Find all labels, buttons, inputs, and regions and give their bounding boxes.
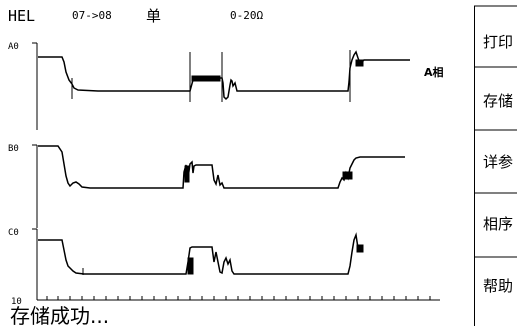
channel-c-trace (32, 228, 364, 300)
range-code: 07->08 (72, 9, 112, 22)
device-name: HEL (8, 7, 35, 25)
channel-b-trace (32, 144, 405, 228)
channel-b-label: B0 (8, 144, 19, 154)
channel-c-label: C0 (8, 228, 19, 238)
softkey-save-label: 存储 (483, 92, 513, 110)
softkey-panel (474, 5, 517, 326)
softkey-save-button[interactable]: 存储 (475, 68, 517, 130)
status-message: 存储成功... (10, 304, 109, 326)
waveform-panel (32, 42, 440, 301)
channel-a-trace (32, 42, 410, 130)
softkey-phase-sequence-label: 相序 (483, 215, 513, 233)
time-axis (37, 296, 440, 301)
softkey-help-button[interactable]: 帮助 (475, 258, 517, 326)
mode-indicator: 单 (146, 7, 161, 25)
range-ohm: 0-20Ω (230, 9, 263, 22)
softkey-phase-sequence-button[interactable]: 相序 (475, 194, 517, 257)
softkey-help-label: 帮助 (483, 277, 513, 295)
softkey-details-button[interactable]: 详参 (475, 131, 517, 193)
softkey-print-button[interactable]: 打印 (475, 7, 517, 67)
softkey-print-label: 打印 (483, 33, 513, 51)
softkey-details-label: 详参 (483, 153, 513, 171)
channel-a-label: A0 (8, 42, 19, 52)
channel-a-phase-tag: A相 (424, 65, 444, 79)
axis-bottom-label: 10 (11, 297, 22, 307)
